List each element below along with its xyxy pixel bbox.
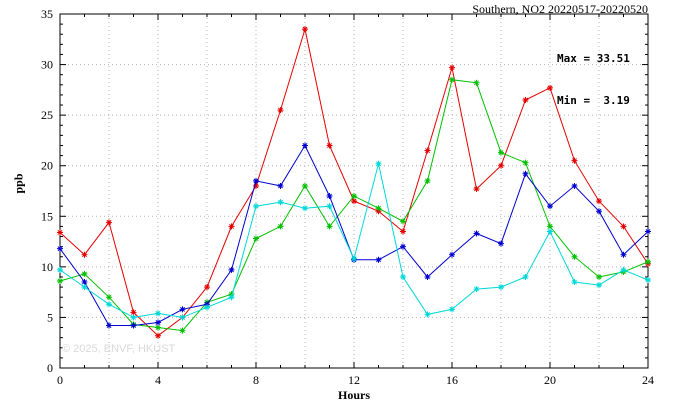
svg-text:8: 8 — [253, 373, 259, 387]
watermark: © 2025, ENVF, HKUST — [62, 343, 176, 355]
y-axis-label: ppb — [11, 173, 26, 194]
svg-text:25: 25 — [41, 108, 53, 122]
svg-text:30: 30 — [41, 58, 53, 72]
stats-box: Max = 33.51 Min = 3.19 — [557, 24, 630, 136]
svg-text:0: 0 — [57, 373, 63, 387]
svg-text:5: 5 — [47, 310, 53, 324]
x-axis-label: Hours — [337, 388, 370, 402]
min-value-label: Min = 3.19 — [557, 94, 630, 107]
svg-text:20: 20 — [544, 373, 556, 387]
svg-text:0: 0 — [47, 361, 53, 375]
svg-text:20: 20 — [41, 159, 53, 173]
svg-text:16: 16 — [446, 373, 458, 387]
svg-text:12: 12 — [348, 373, 360, 387]
svg-text:35: 35 — [41, 7, 53, 21]
svg-text:10: 10 — [41, 260, 53, 274]
svg-text:4: 4 — [155, 373, 161, 387]
svg-text:24: 24 — [642, 373, 654, 387]
chart-title: Southern, NO2 20220517-20220520 — [472, 2, 648, 16]
max-value-label: Max = 33.51 — [557, 52, 630, 65]
svg-text:15: 15 — [41, 209, 53, 223]
